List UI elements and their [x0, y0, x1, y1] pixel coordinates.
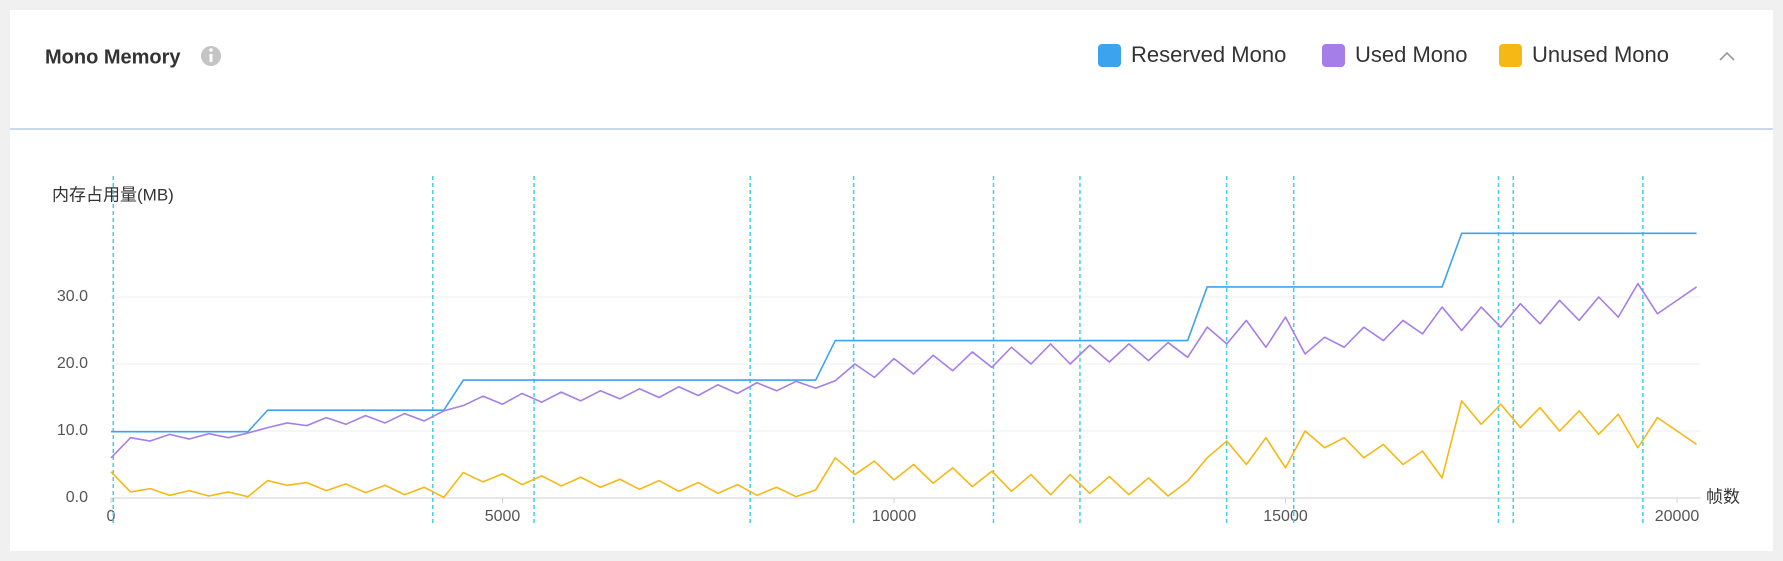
collapse-chevron[interactable] — [1719, 51, 1735, 61]
panel-title: Mono Memory — [45, 46, 181, 68]
y-tick-label: 30.0 — [57, 288, 88, 305]
x-tick-label: 10000 — [872, 508, 917, 525]
x-axis-label: 帧数 — [1706, 487, 1740, 506]
y-tick-label: 0.0 — [66, 489, 88, 506]
card — [10, 10, 1773, 551]
x-tick-label: 0 — [107, 508, 116, 525]
legend-label: Used Mono — [1355, 42, 1468, 67]
x-tick-label: 20000 — [1655, 508, 1700, 525]
series-line — [110, 282, 1698, 459]
info-icon[interactable] — [201, 46, 221, 66]
legend-swatch — [1098, 44, 1121, 67]
series-line — [110, 400, 1698, 499]
y-axis-label: 内存占用量(MB) — [52, 185, 174, 204]
legend-label: Unused Mono — [1532, 42, 1669, 67]
legend-item[interactable]: Reserved Mono — [1098, 42, 1286, 67]
legend-item[interactable]: Unused Mono — [1499, 42, 1669, 67]
legend-swatch — [1499, 44, 1522, 67]
legend-label: Reserved Mono — [1131, 42, 1286, 67]
legend-swatch — [1322, 44, 1345, 67]
legend-item[interactable]: Used Mono — [1322, 42, 1468, 67]
x-tick-label: 5000 — [485, 508, 521, 525]
x-tick-label: 15000 — [1263, 508, 1308, 525]
series-line — [111, 232, 1697, 433]
y-tick-label: 10.0 — [57, 422, 88, 439]
y-tick-label: 20.0 — [57, 355, 88, 372]
